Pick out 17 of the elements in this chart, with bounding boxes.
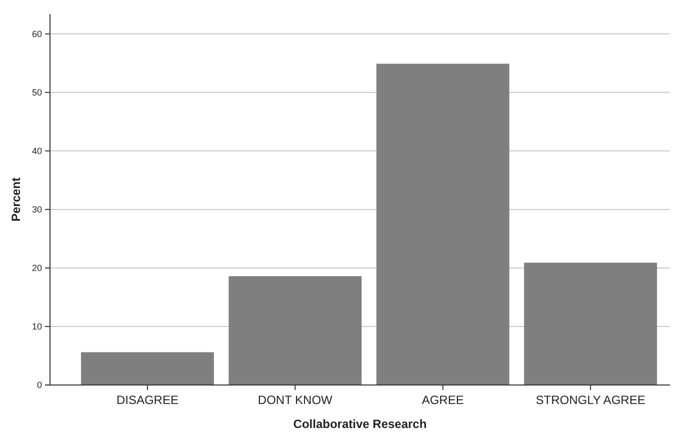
x-tick-label: STRONGLY AGREE	[536, 393, 646, 407]
x-tick-label: DONT KNOW	[258, 393, 334, 407]
x-axis-title: Collaborative Research	[293, 417, 427, 431]
y-tick-label: 50	[32, 88, 42, 98]
bar	[376, 64, 510, 385]
x-tick-label: AGREE	[422, 393, 464, 407]
bar	[524, 262, 657, 385]
y-tick-label: 0	[36, 380, 42, 390]
y-tick-label: 10	[32, 322, 42, 332]
y-axis-title: Percent	[9, 177, 23, 222]
y-tick-label: 20	[32, 263, 42, 274]
x-tick-label: DISAGREE	[116, 393, 178, 407]
bar	[228, 276, 362, 385]
bar	[81, 352, 214, 385]
y-tick-label: 40	[32, 146, 42, 156]
y-tick-label: 60	[32, 29, 42, 40]
y-tick-label: 30	[32, 204, 42, 215]
